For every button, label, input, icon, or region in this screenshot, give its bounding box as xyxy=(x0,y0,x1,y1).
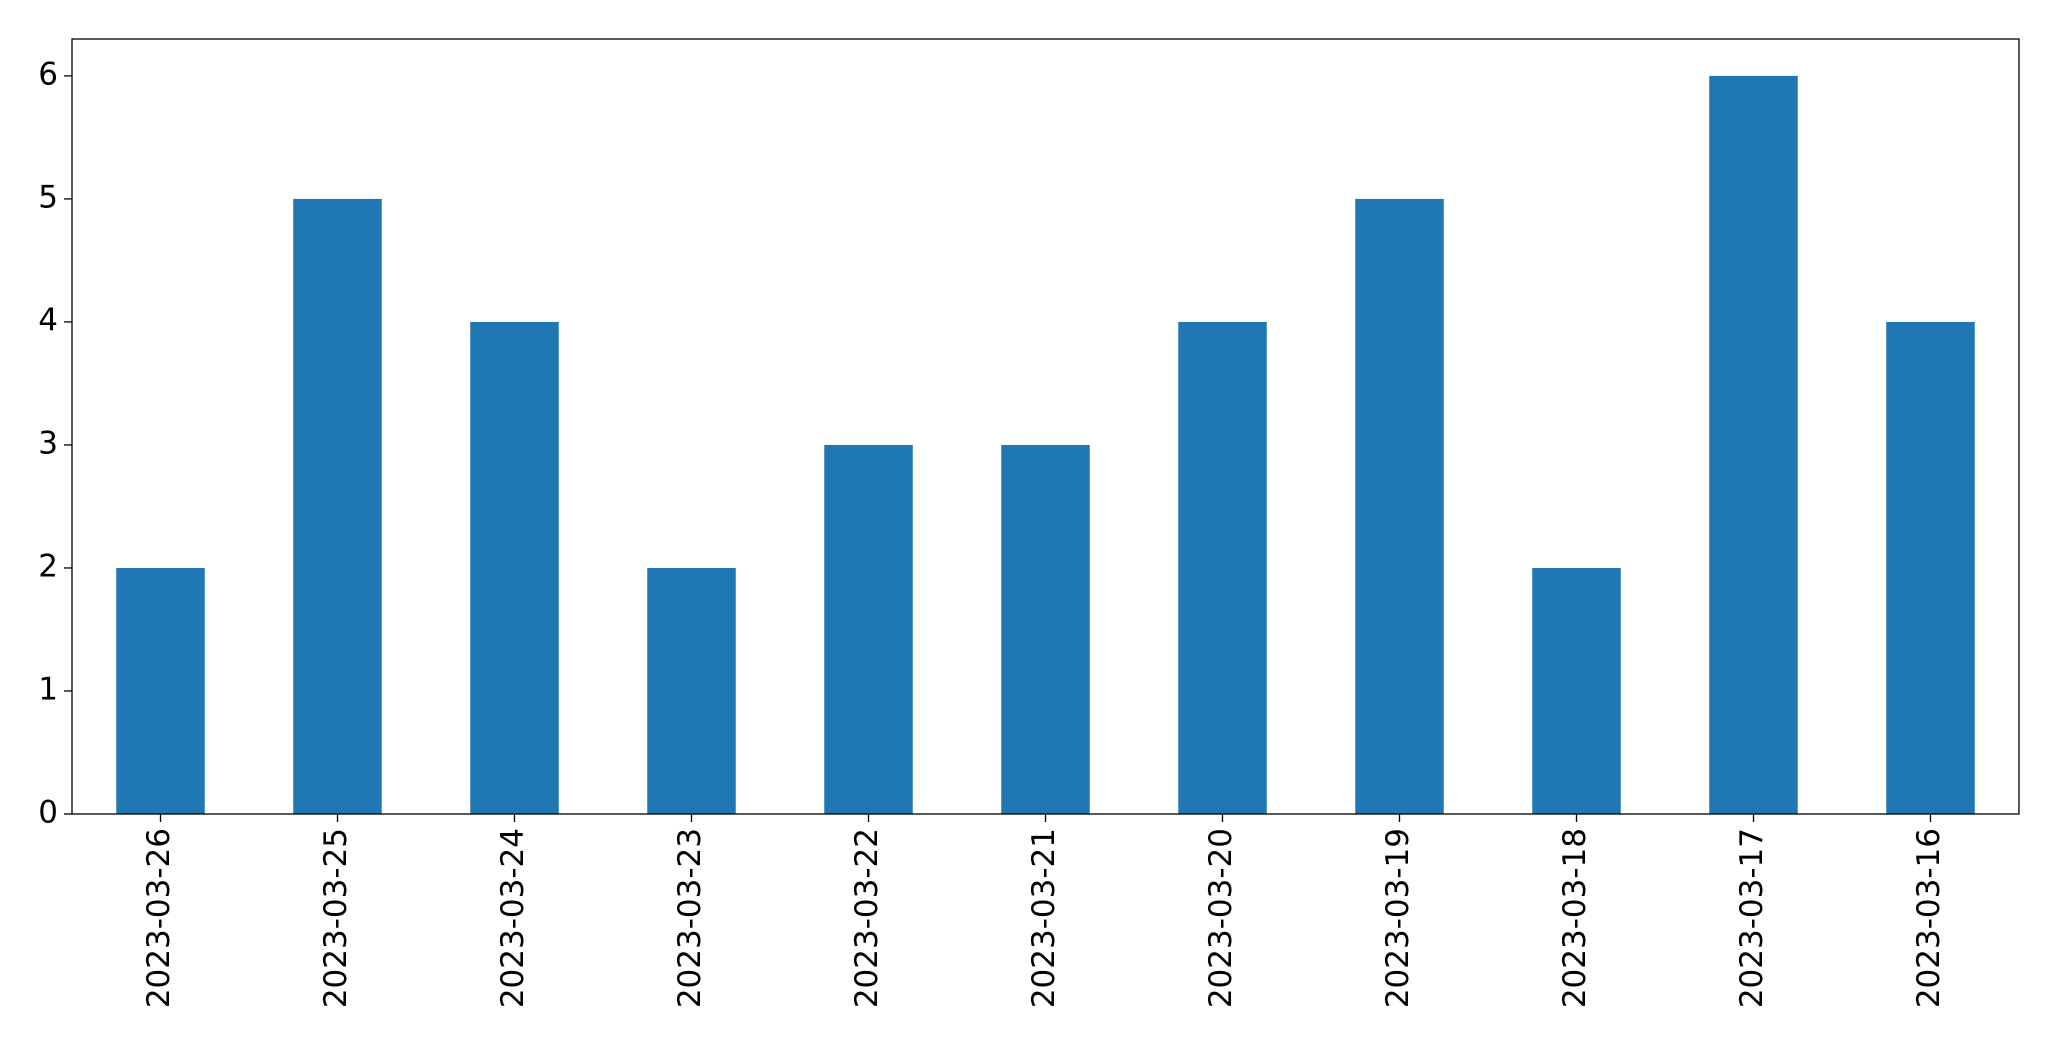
x-tick-label: 2023-03-22 xyxy=(849,828,885,1008)
x-tick-label: 2023-03-23 xyxy=(672,828,708,1008)
x-tick-label: 2023-03-26 xyxy=(141,828,177,1008)
bar xyxy=(647,567,736,814)
x-tick-label: 2023-03-18 xyxy=(1557,828,1593,1008)
y-tick-label: 5 xyxy=(38,179,58,215)
x-tick-label: 2023-03-25 xyxy=(318,828,354,1008)
bar xyxy=(1001,444,1090,814)
y-tick-label: 3 xyxy=(38,425,58,461)
bar xyxy=(1709,75,1798,814)
bar xyxy=(293,198,382,814)
bar xyxy=(1886,321,1975,814)
y-tick-label: 4 xyxy=(38,302,58,338)
x-tick-label: 2023-03-21 xyxy=(1026,828,1062,1008)
bar xyxy=(824,444,913,814)
bar xyxy=(1355,198,1444,814)
y-tick-label: 1 xyxy=(38,671,58,707)
bar xyxy=(1532,567,1621,814)
y-tick-label: 6 xyxy=(38,56,58,92)
bar xyxy=(1178,321,1267,814)
bar xyxy=(470,321,559,814)
bar xyxy=(116,567,205,814)
x-tick-label: 2023-03-24 xyxy=(495,828,531,1008)
plot-frame xyxy=(71,38,2020,815)
y-tick-label: 0 xyxy=(38,795,58,831)
x-tick-label: 2023-03-16 xyxy=(1911,828,1947,1008)
x-tick-label: 2023-03-20 xyxy=(1203,828,1239,1008)
y-tick-label: 2 xyxy=(38,548,58,584)
x-tick-label: 2023-03-17 xyxy=(1734,828,1770,1008)
x-tick-label: 2023-03-19 xyxy=(1380,828,1416,1008)
